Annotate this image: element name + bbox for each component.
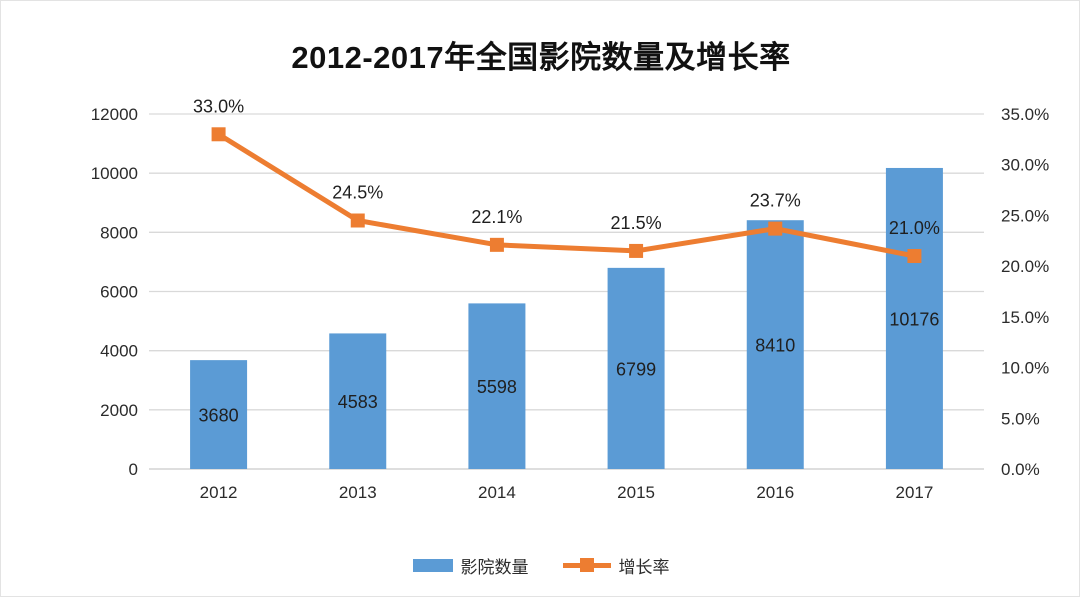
line-label-2015: 21.5% (611, 213, 662, 233)
growth-line[interactable] (216, 131, 917, 259)
line-marker-2013[interactable] (350, 213, 365, 228)
legend-label-cinemas: 影院数量 (460, 557, 529, 577)
line-marker-2014[interactable] (489, 237, 504, 252)
bar-2016[interactable] (746, 220, 804, 469)
right-axis-tick: 30.0% (1001, 156, 1049, 175)
bar-label-2016: 8410 (755, 336, 795, 356)
right-axis-tick: 25.0% (1001, 206, 1049, 225)
bar-2017[interactable] (885, 167, 943, 469)
right-axis-tick: 35.0% (1001, 105, 1049, 124)
left-axis-tick: 10000 (91, 164, 138, 183)
x-axis-label-2012: 2012 (200, 483, 238, 502)
right-axis-tick: 5.0% (1001, 409, 1040, 428)
right-axis-tick: 15.0% (1001, 308, 1049, 327)
line-series-swatch-icon (562, 558, 611, 572)
right-axis-tick: 0.0% (1001, 460, 1040, 479)
bar-label-2017: 10176 (889, 309, 939, 329)
bar-label-2013: 4583 (338, 392, 378, 412)
bar-2013[interactable] (329, 333, 387, 469)
bar-series-swatch-icon (412, 558, 453, 572)
x-axis-label-2016: 2016 (756, 483, 794, 502)
legend-item-cinemas[interactable]: 影院数量 (412, 553, 529, 578)
bar-2015[interactable] (607, 267, 665, 469)
line-marker-2016[interactable] (768, 221, 783, 236)
legend-item-growth[interactable]: 增长率 (562, 553, 670, 578)
x-axis-label-2013: 2013 (339, 483, 377, 502)
right-axis-tick: 20.0% (1001, 257, 1049, 276)
left-axis-tick: 0 (129, 460, 138, 479)
bar-label-2015: 6799 (616, 359, 656, 379)
left-axis-tick: 2000 (100, 401, 138, 420)
bar-2014[interactable] (468, 303, 526, 469)
line-label-2012: 33.0% (193, 96, 244, 116)
bar-2012[interactable] (190, 360, 248, 469)
left-axis-tick: 8000 (100, 223, 138, 242)
x-axis-label-2017: 2017 (896, 483, 934, 502)
x-axis-label-2014: 2014 (478, 483, 516, 502)
legend: 影院数量 增长率 (1, 550, 1079, 580)
left-axis-tick: 12000 (91, 105, 138, 124)
chart-title: 2012-2017年全国影院数量及增长率 (291, 40, 791, 75)
bar-label-2014: 5598 (477, 377, 517, 397)
line-label-2016: 23.7% (750, 191, 801, 211)
x-axis-label-2015: 2015 (617, 483, 655, 502)
line-marker-2012[interactable] (211, 127, 226, 142)
line-label-2014: 22.1% (471, 207, 522, 227)
line-label-2013: 24.5% (332, 183, 383, 203)
right-axis-tick: 10.0% (1001, 359, 1049, 378)
line-marker-2017[interactable] (907, 249, 922, 263)
line-marker-2015[interactable] (629, 243, 644, 258)
left-axis-tick: 6000 (100, 283, 138, 302)
left-axis-tick: 4000 (100, 342, 138, 361)
bar-label-2012: 3680 (199, 406, 239, 426)
legend-label-growth: 增长率 (618, 557, 670, 577)
line-label-2017: 21.0% (889, 218, 940, 238)
